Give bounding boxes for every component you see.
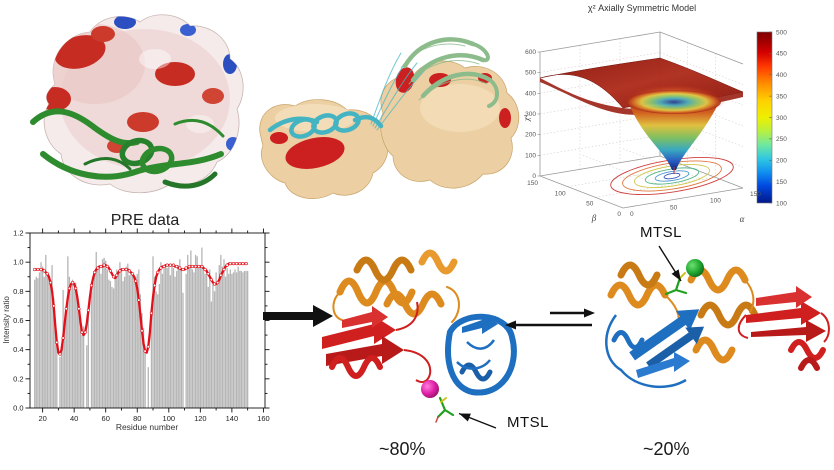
svg-text:40: 40	[70, 414, 78, 423]
svg-text:0.2: 0.2	[13, 374, 23, 383]
red-beta-domain	[737, 286, 830, 371]
pre-bars	[34, 247, 249, 409]
svg-text:0: 0	[532, 173, 536, 180]
svg-text:150: 150	[776, 179, 787, 186]
svg-text:350: 350	[776, 93, 787, 100]
svg-text:0: 0	[630, 211, 634, 218]
pale-green-helix-ensemble	[400, 37, 499, 108]
svg-text:600: 600	[525, 49, 536, 56]
pre-data-chart: PRE data Intensity ratio Residue number …	[2, 212, 270, 432]
binding-site-red-patches	[270, 67, 511, 169]
forward-arrow	[263, 305, 333, 327]
magenta-ion-sphere	[421, 380, 439, 398]
population-label-major: ~80%	[379, 439, 426, 459]
svg-text:1.2: 1.2	[13, 229, 23, 238]
minor-state-structure-panel	[605, 245, 830, 388]
alpha-axis-label: α	[740, 214, 745, 224]
pre-fit-markers	[33, 261, 248, 356]
svg-text:50: 50	[586, 201, 594, 208]
svg-text:0.0: 0.0	[13, 404, 23, 413]
svg-text:100: 100	[163, 414, 176, 423]
blue-barrel-domain	[445, 313, 517, 396]
svg-text:450: 450	[776, 51, 787, 58]
svg-text:20: 20	[38, 414, 46, 423]
svg-text:140: 140	[226, 414, 239, 423]
svg-text:50: 50	[670, 204, 678, 211]
pre-fit-line	[34, 262, 248, 356]
svg-text:150: 150	[527, 180, 538, 187]
beta-axis-label: β	[591, 213, 597, 223]
cyan-ribbon-ensemble	[267, 52, 426, 139]
svg-text:0: 0	[617, 211, 621, 218]
mtsl-pointer-arrow	[458, 412, 497, 429]
svg-text:250: 250	[776, 136, 787, 143]
svg-text:0.6: 0.6	[13, 316, 23, 325]
surface-plot-tick-labels: 0100200300400500600050100150050100150100…	[525, 29, 787, 218]
mtsl-spin-label-sticks	[664, 272, 688, 296]
z-axis-label: χ²	[524, 114, 531, 122]
population-label-minor: ~20%	[643, 439, 690, 459]
svg-text:120: 120	[194, 414, 207, 423]
mtsl-label-major-state: MTSL	[507, 414, 550, 431]
svg-text:100: 100	[710, 198, 721, 205]
svg-text:300: 300	[776, 115, 787, 122]
svg-text:0.4: 0.4	[13, 345, 23, 354]
mtsl-pointer-arrow	[658, 245, 682, 282]
svg-text:500: 500	[776, 29, 787, 36]
svg-text:400: 400	[776, 72, 787, 79]
blue-beta-domain	[605, 309, 705, 388]
pre-xlabel: Residue number	[116, 422, 179, 432]
pre-ylabel: Intensity ratio	[2, 296, 11, 344]
svg-text:100: 100	[555, 190, 566, 197]
green-ribbon-peptide	[30, 108, 225, 189]
svg-text:200: 200	[776, 158, 787, 165]
svg-text:300: 300	[525, 111, 536, 118]
svg-text:400: 400	[525, 90, 536, 97]
svg-text:0.8: 0.8	[13, 287, 23, 296]
protein-electrostatic-surface-panel	[30, 14, 244, 194]
svg-text:160: 160	[257, 414, 270, 423]
svg-text:60: 60	[102, 414, 110, 423]
pre-plot-area: 20 40 60 80 100 120 140 160 0.0 0.2 0.4 0.6 0.8 1.0 1.…	[13, 228, 270, 423]
pre-chart-title: PRE data	[111, 212, 180, 229]
major-state-structure-panel	[322, 249, 517, 429]
mtsl-label-minor-state: MTSL	[640, 224, 683, 241]
blue-patch	[114, 15, 136, 29]
svg-text:80: 80	[133, 414, 141, 423]
svg-text:500: 500	[525, 70, 536, 77]
funnel-cone	[627, 98, 721, 170]
red-beta-domain	[322, 301, 432, 383]
svg-text:100: 100	[776, 200, 787, 207]
red-patch	[54, 35, 106, 69]
svg-text:1.0: 1.0	[13, 258, 23, 267]
surface-plot-title: χ² Axially Symmetric Model	[588, 3, 696, 13]
green-ion-sphere	[686, 259, 704, 277]
svg-text:150: 150	[750, 191, 761, 198]
funnel-mouth	[627, 90, 721, 114]
svg-text:100: 100	[525, 152, 536, 159]
equilibrium-arrows	[505, 308, 595, 330]
pre-axes	[25, 228, 270, 413]
mtsl-spin-label-sticks	[435, 396, 455, 423]
orange-helix-domain	[332, 249, 460, 323]
chi-square-surface-plot: χ² Axially Symmetric Model β α χ²	[524, 3, 787, 224]
svg-text:200: 200	[525, 132, 536, 139]
surface-sheet	[539, 57, 744, 174]
protein-complex-ensemble-panel	[259, 37, 520, 199]
